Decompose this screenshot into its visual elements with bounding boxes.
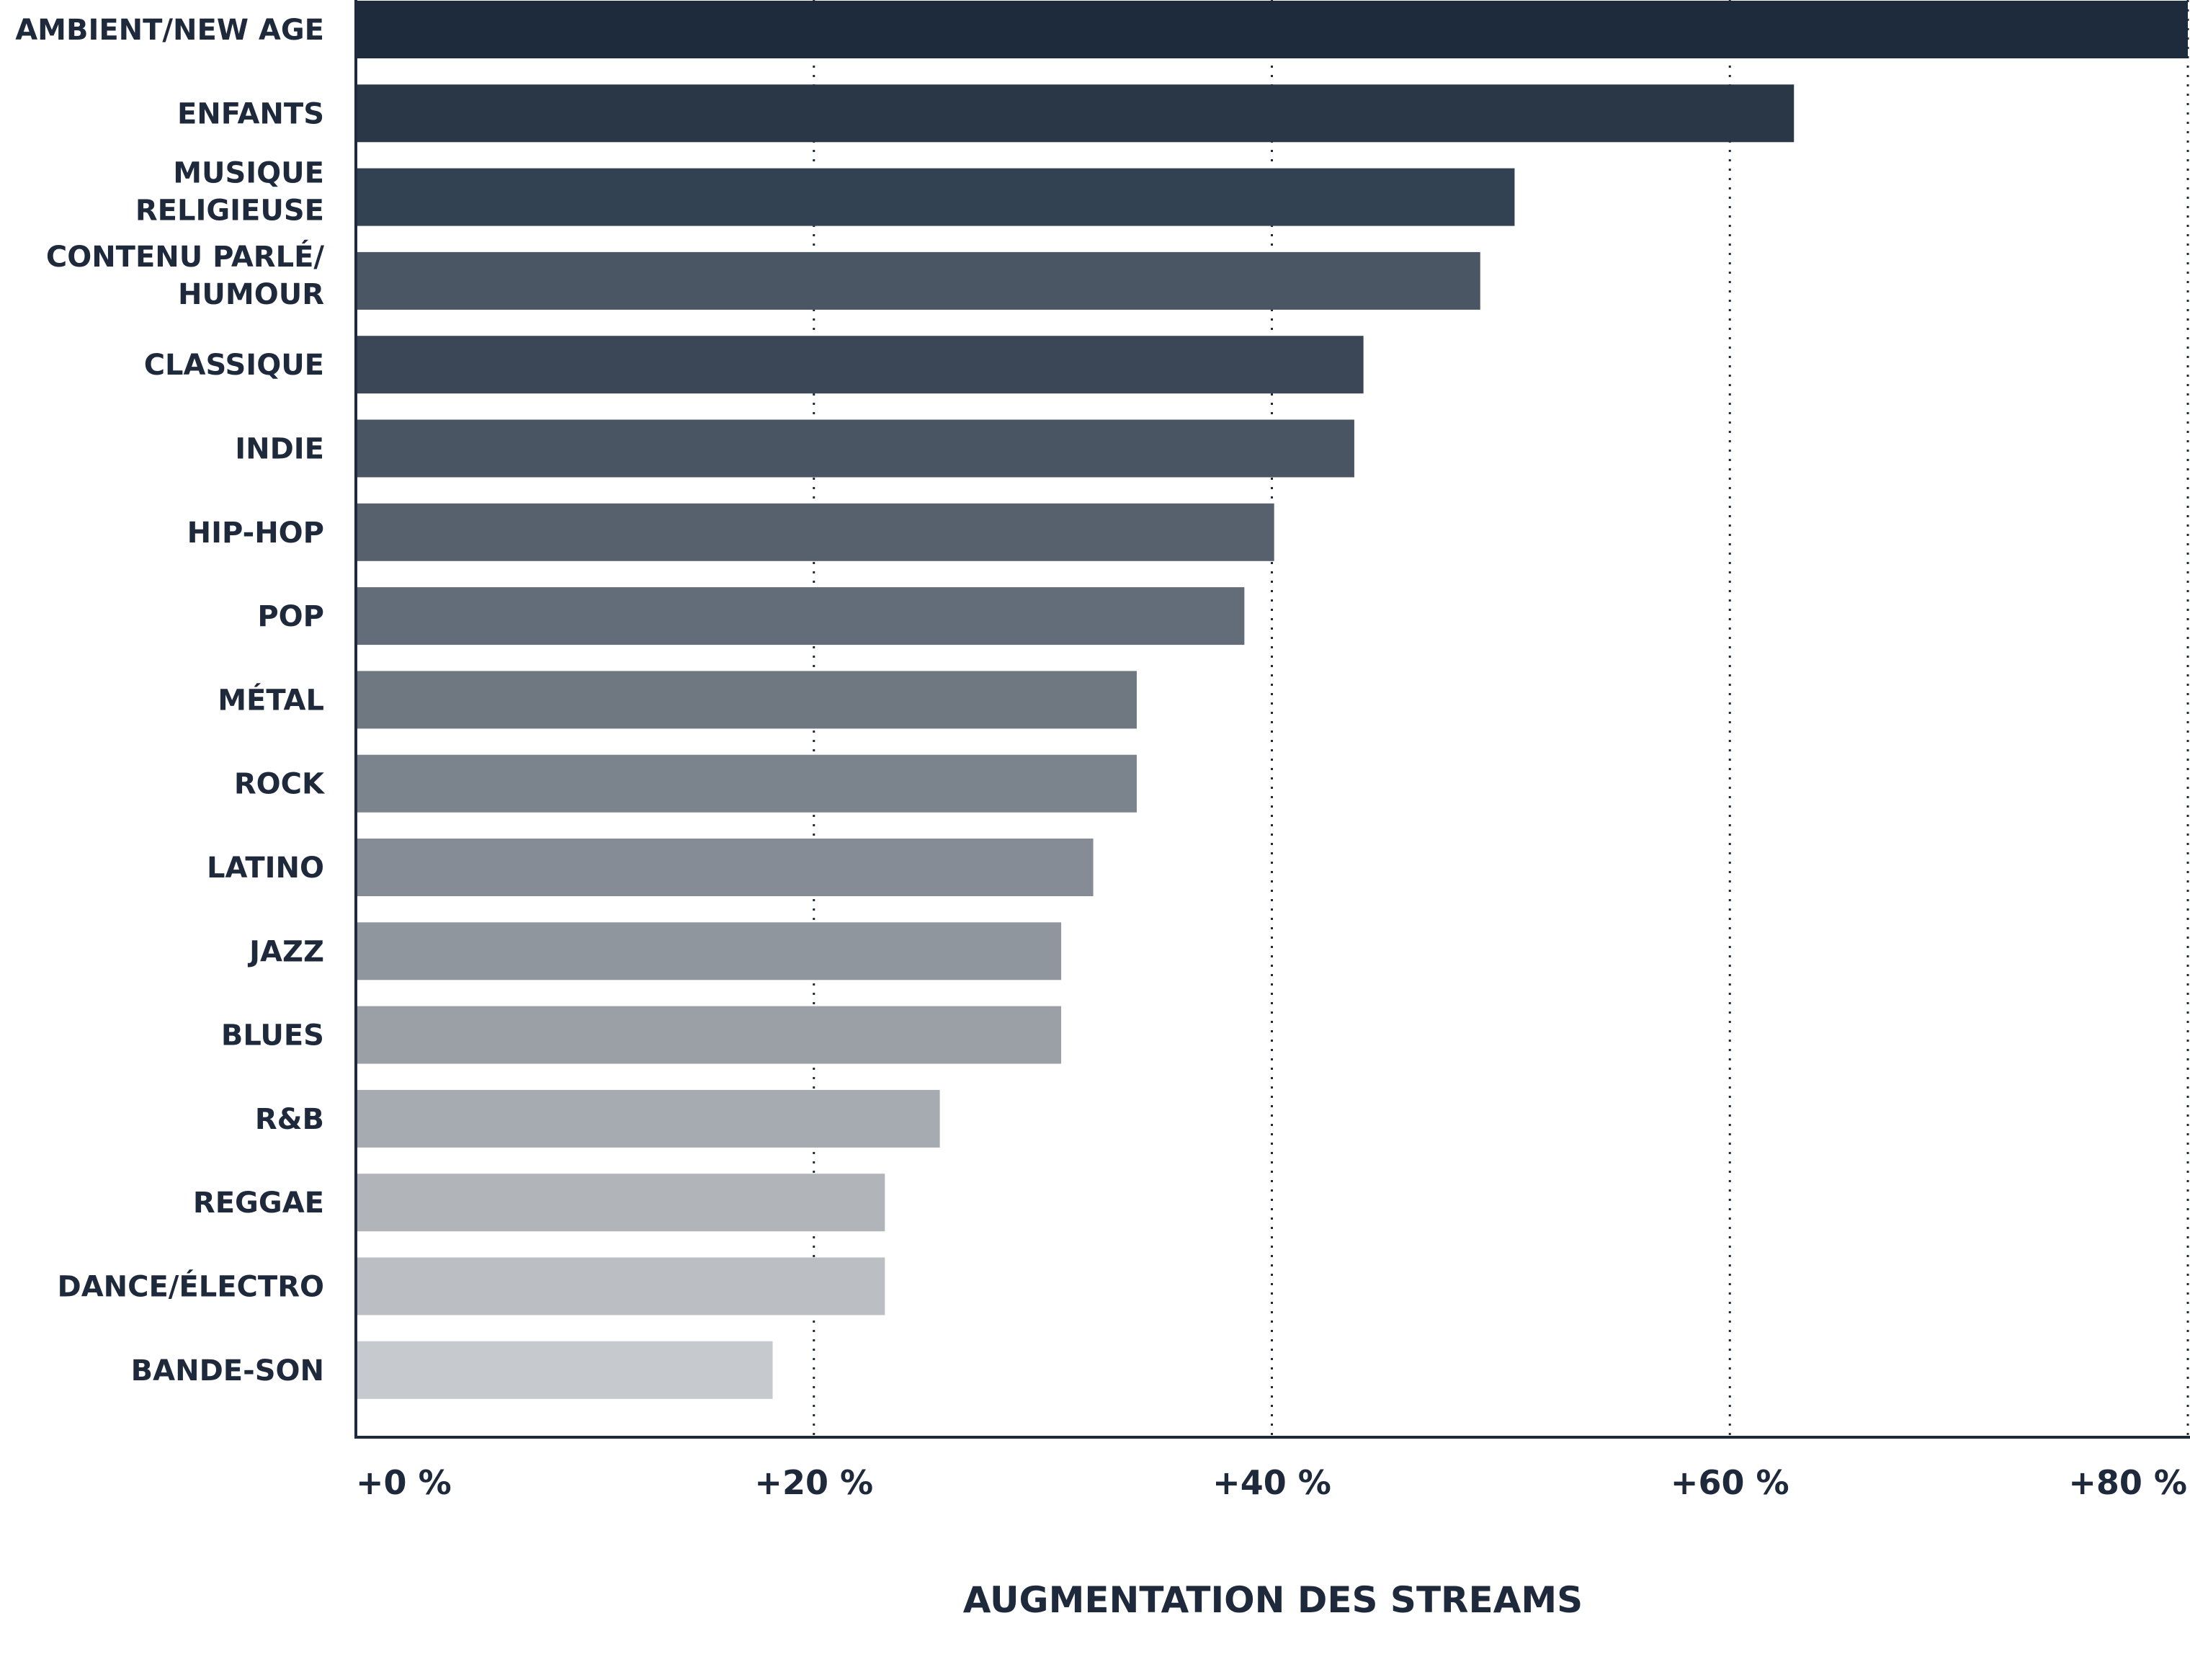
x-tick-label-40: +40 % bbox=[1212, 1463, 1331, 1502]
bar-12 bbox=[356, 1006, 1062, 1064]
bar-15 bbox=[356, 1257, 885, 1315]
bar-14 bbox=[356, 1174, 885, 1232]
bar-1 bbox=[356, 84, 1795, 143]
bar-6 bbox=[356, 503, 1274, 561]
category-label-1: ENFANTS bbox=[177, 97, 324, 130]
category-label-8: MÉTAL bbox=[218, 682, 324, 717]
x-axis-title: AUGMENTATION DES STREAMS bbox=[963, 1579, 1583, 1621]
category-labels: AMBIENT/NEW AGE ENFANTS MUSIQUE RELIGIEUSE C… bbox=[15, 14, 326, 1388]
bar-0 bbox=[356, 1, 2188, 58]
category-label-9: ROCK bbox=[234, 768, 326, 801]
category-label-2: MUSIQUE RELIGIEUSE bbox=[135, 157, 324, 228]
bars bbox=[356, 1, 2188, 1399]
category-label-0: AMBIENT/NEW AGE bbox=[15, 14, 324, 47]
bar-10 bbox=[356, 839, 1094, 896]
x-tick-label-0: +0 % bbox=[356, 1463, 452, 1502]
bar-3 bbox=[356, 251, 1480, 310]
x-tick-label-60: +60 % bbox=[1671, 1463, 1789, 1502]
bar-13 bbox=[356, 1089, 940, 1148]
bar-8 bbox=[356, 671, 1137, 729]
category-label-5: INDIE bbox=[235, 433, 324, 466]
bar-4 bbox=[356, 336, 1364, 394]
bar-16 bbox=[356, 1341, 773, 1399]
category-label-12: BLUES bbox=[221, 1019, 324, 1053]
category-label-4: CLASSIQUE bbox=[144, 349, 324, 382]
category-label-14: REGGAE bbox=[193, 1187, 324, 1220]
bar-2 bbox=[356, 168, 1515, 226]
category-label-13: R&B bbox=[255, 1103, 324, 1136]
x-tick-label-20: +20 % bbox=[754, 1463, 873, 1502]
bar-9 bbox=[356, 754, 1137, 813]
x-tick-label-80: +80 % bbox=[2068, 1463, 2187, 1502]
category-label-11: JAZZ bbox=[247, 935, 324, 968]
category-label-15: DANCE/ÉLECTRO bbox=[57, 1269, 324, 1304]
category-label-7: POP bbox=[257, 600, 324, 633]
category-label-16: BANDE-SON bbox=[131, 1354, 324, 1388]
bar-5 bbox=[356, 419, 1354, 478]
x-tick-labels: +0 % +20 % +40 % +60 % +80 % bbox=[356, 1463, 2187, 1502]
bar-7 bbox=[356, 587, 1245, 645]
category-label-6: HIP-HOP bbox=[187, 517, 324, 550]
category-label-10: LATINO bbox=[207, 852, 324, 885]
category-label-3: CONTENU PARLÉ/HUMOUR bbox=[46, 239, 325, 311]
bar-11 bbox=[356, 922, 1062, 980]
